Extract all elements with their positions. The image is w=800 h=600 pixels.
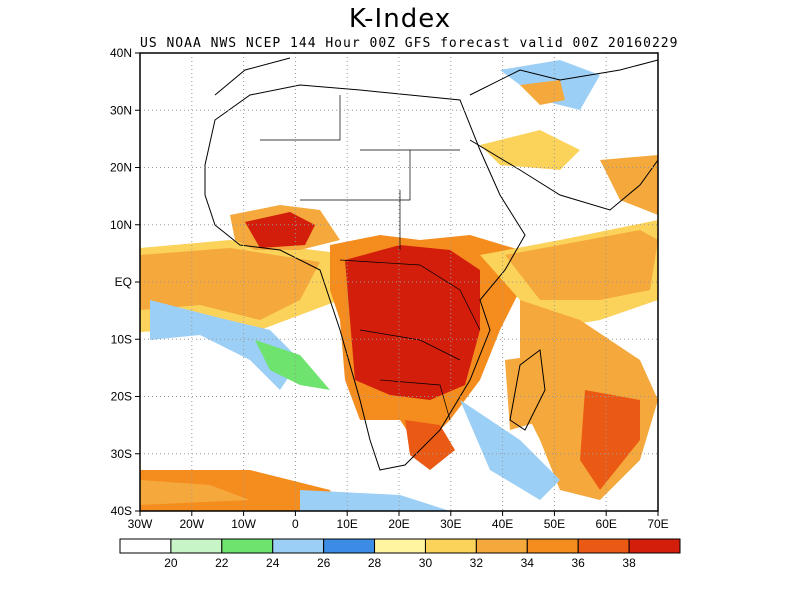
- colorbar-label: 32: [470, 556, 484, 570]
- colorbar-swatch: [628, 538, 681, 554]
- field-near-east-core: [520, 80, 565, 105]
- field-atlantic-green: [255, 340, 330, 390]
- field-west-africa-core: [245, 212, 315, 248]
- colorbar-label: 28: [368, 556, 382, 570]
- lon-tick-label: 20E: [388, 517, 409, 531]
- graticule: [140, 53, 658, 511]
- latitude-axis: 40N 30N 20N 10N EQ 10S 20S 30S 40S: [110, 46, 140, 518]
- lon-tick-label: 10W: [231, 517, 256, 531]
- colorbar-label: 38: [622, 556, 636, 570]
- lat-tick-label: 10N: [110, 218, 132, 232]
- iberia-coast: [214, 57, 291, 96]
- field-red-sea: [480, 130, 580, 170]
- colorbar-swatch: [119, 538, 172, 554]
- coastlines: [204, 57, 658, 471]
- lat-tick-label: 10S: [111, 332, 132, 346]
- lon-tick-label: 20W: [179, 517, 204, 531]
- colorbar-swatch: [475, 538, 528, 554]
- colorbar-swatch: [374, 538, 426, 554]
- colorbar-label: 36: [572, 556, 586, 570]
- colorbar-label: 24: [266, 556, 280, 570]
- colorbar-label: 30: [419, 556, 433, 570]
- eurasia-coast: [469, 59, 658, 96]
- colorbar-label: 26: [317, 556, 331, 570]
- lon-tick-label: 60E: [596, 517, 617, 531]
- lat-tick-label: EQ: [115, 275, 132, 289]
- field-atlantic-core: [140, 248, 320, 320]
- colorbar-swatch: [221, 538, 274, 554]
- colorbar-label: 22: [215, 556, 229, 570]
- field-indian-ocean-core-south: [580, 390, 640, 490]
- colorbar-label: 20: [164, 556, 178, 570]
- field-south-atlantic-blue: [300, 490, 450, 511]
- arabia-coast: [469, 139, 658, 211]
- madagascar-outline: [509, 349, 546, 431]
- colorbar-swatch: [323, 538, 376, 554]
- map-title: K-Index: [348, 4, 452, 34]
- lon-tick-label: 30W: [128, 517, 153, 531]
- lat-tick-label: 20N: [110, 161, 132, 175]
- field-madagascar: [505, 355, 545, 430]
- country-borders: [260, 95, 481, 421]
- lat-tick-label: 40S: [111, 504, 132, 518]
- lon-tick-label: 30E: [440, 517, 461, 531]
- colorbar-label: 34: [521, 556, 535, 570]
- lat-tick-label: 30S: [111, 447, 132, 461]
- lat-tick-label: 40N: [110, 46, 132, 60]
- lon-tick-label: 70E: [647, 517, 668, 531]
- colorbar-swatch: [577, 538, 630, 554]
- colorbar-swatch: [526, 538, 579, 554]
- colorbar-swatch: [272, 538, 325, 554]
- field-south-atlantic-core: [140, 480, 250, 505]
- field-atlantic-edge: [150, 300, 300, 390]
- lon-tick-label: 10E: [337, 517, 358, 531]
- field-central-africa-core: [345, 245, 480, 400]
- colorbar: 20 22 24 26 28 30 32 34 36 38: [119, 538, 681, 570]
- map-subtitle: US NOAA NWS NCEP 144 Hour 00Z GFS foreca…: [140, 36, 679, 51]
- field-indian-ocean-core: [505, 230, 658, 300]
- field-south-africa: [405, 420, 455, 470]
- lat-tick-label: 30N: [110, 103, 132, 117]
- lon-tick-label: 40E: [492, 517, 513, 531]
- lat-tick-label: 20S: [111, 390, 132, 404]
- lon-tick-label: 50E: [544, 517, 565, 531]
- field-indian-ocean-blue: [460, 400, 560, 500]
- colorbar-swatch: [170, 538, 223, 554]
- africa-outline: [204, 84, 526, 471]
- lon-tick-label: 0: [292, 517, 299, 531]
- longitude-axis: 30W 20W 10W 0 10E 20E 30E 40E 50E 60E 70E: [128, 511, 669, 531]
- field-arabian-sea: [600, 155, 658, 215]
- colorbar-swatch: [424, 538, 477, 554]
